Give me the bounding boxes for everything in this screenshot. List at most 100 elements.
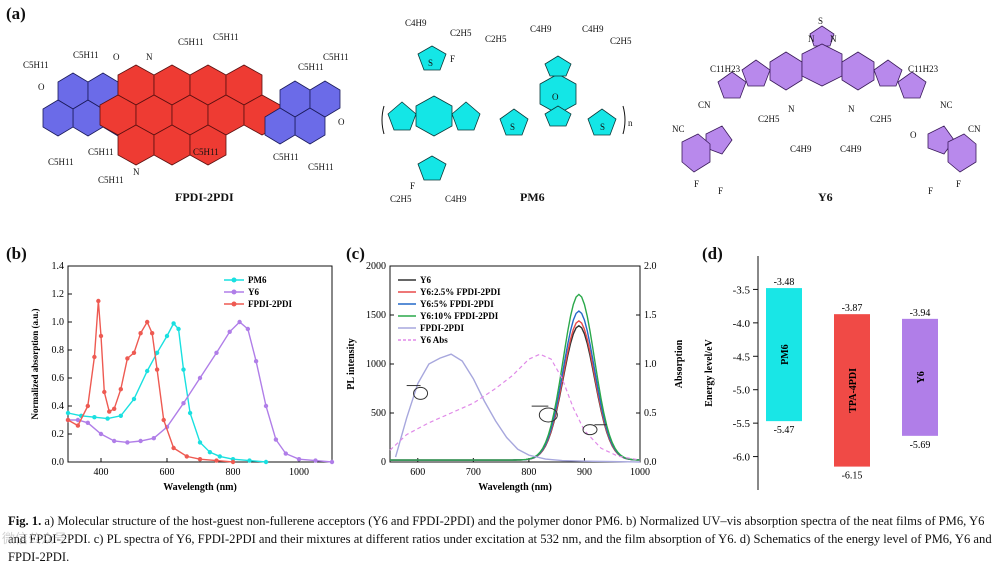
chain-label: C2H5 (610, 36, 632, 46)
y6-core-right (841, 51, 875, 91)
data-point (230, 459, 236, 465)
chain-label: C5H11 (193, 147, 219, 157)
y6-ic-left-6 (681, 133, 711, 173)
data-point (112, 406, 117, 411)
data-point (131, 396, 137, 402)
panel-label-b: (b) (6, 244, 27, 263)
y-tick-label: -3.5 (733, 284, 751, 296)
data-point (253, 359, 259, 364)
legend-label: Y6 (248, 287, 259, 297)
data-point (329, 459, 335, 465)
bar-category-label: TPA-4PDI (848, 368, 859, 413)
lumo-label: -3.87 (842, 303, 863, 314)
y-tick-label: 1500 (366, 310, 386, 321)
legend-label: Y6 Abs (420, 335, 448, 345)
data-point (65, 417, 71, 423)
data-point (184, 454, 189, 459)
data-point (197, 440, 203, 445)
homo-label: -6.15 (842, 471, 863, 482)
series-line-pm6 (67, 322, 267, 463)
chain-label: C4H9 (445, 194, 467, 204)
data-point (227, 329, 232, 334)
atom-label: F (956, 179, 961, 189)
data-point (187, 410, 193, 416)
pm6-thiophene-link2 (587, 108, 617, 136)
atom-label: S (428, 58, 433, 68)
atom-label: O (38, 82, 45, 92)
data-point (237, 319, 242, 325)
data-point (217, 454, 222, 459)
series-line-fpdi-2pdi (394, 353, 641, 463)
homo-label: -5.47 (774, 425, 795, 436)
data-point (118, 387, 124, 392)
lumo-label: -3.48 (774, 277, 795, 288)
chain-label: C2H5 (758, 114, 780, 124)
series-line-pl (390, 310, 641, 461)
y-axis-label: PL intensity (346, 338, 357, 389)
chain-label: C5H11 (98, 175, 124, 185)
data-point (151, 436, 156, 441)
y-tick-label: 0.0 (52, 457, 65, 468)
atom-label: O (338, 117, 345, 127)
data-point (98, 333, 104, 339)
data-point (98, 431, 104, 437)
caption-fig-label: Fig. 1. (8, 514, 42, 528)
chain-label: C11H23 (710, 64, 741, 74)
energy-bar-tpa-4pdi (834, 314, 870, 467)
data-point (85, 420, 91, 425)
y6-thio-left2 (717, 71, 747, 99)
y6-structure: S N N C11H23 C11H23 CN NC NC CN N N C2H5… (672, 16, 981, 196)
energy-bar-pm6 (766, 288, 802, 422)
figure-caption: Fig. 1. a) Molecular structure of the ho… (8, 512, 998, 566)
plot-frame (67, 265, 333, 463)
data-point (263, 403, 269, 409)
pm6-bdt-right (451, 101, 481, 131)
y6-thio-right2 (897, 71, 927, 99)
chain-label: C5H11 (48, 157, 74, 167)
atom-label: N (788, 104, 795, 114)
data-point (154, 350, 160, 355)
legend-marker (231, 301, 237, 307)
data-point (164, 333, 170, 339)
chain-label: C4H9 (582, 24, 604, 34)
y-tick-label: 1.0 (52, 317, 65, 328)
x-tick-label: 900 (577, 467, 592, 478)
x-tick-label: 800 (521, 467, 536, 478)
data-point (149, 331, 155, 336)
data-point (92, 354, 97, 360)
x-tick-label: 800 (226, 467, 241, 478)
atom-label: F (718, 186, 723, 196)
energy-bar-y6 (902, 318, 938, 436)
lumo-label: -3.94 (910, 308, 931, 319)
chain-label: C4H9 (790, 144, 812, 154)
atom-label: N (830, 34, 837, 44)
data-point (214, 458, 219, 463)
y6-thio-right1 (873, 59, 903, 87)
chain-label: C2H5 (485, 34, 507, 44)
bar-category-label: Y6 (916, 371, 927, 383)
data-point (145, 319, 150, 325)
pm6-bdd-top (544, 55, 572, 77)
pm6-bracket-left (381, 105, 385, 135)
y-tick-label: -5.0 (733, 385, 751, 397)
y-axis-label: Energy level/eV (704, 338, 715, 406)
data-point (96, 298, 101, 304)
legend-label: FPDI-2PDI (248, 299, 292, 309)
y-tick-label: 1.2 (52, 289, 65, 300)
atom-label: N (808, 34, 815, 44)
y2-tick-label: 1.5 (644, 310, 657, 321)
bar-category-label: PM6 (780, 344, 791, 365)
y2-axis-label: Absorption (674, 339, 685, 388)
chain-label: C4H9 (405, 18, 427, 28)
annotation-circle (538, 407, 558, 423)
caption-text: a) Molecular structure of the host-guest… (8, 514, 992, 564)
data-point (138, 438, 143, 444)
atom-label: N (133, 167, 140, 177)
data-point (214, 350, 219, 355)
pm6-thiophene-bottom (417, 155, 447, 181)
y2-tick-label: 0.5 (644, 408, 657, 419)
chain-label: C5H11 (178, 37, 204, 47)
data-point (145, 368, 150, 374)
chain-label: C5H11 (88, 147, 114, 157)
legend-label: Y6:10% FPDI-2PDI (420, 311, 499, 321)
